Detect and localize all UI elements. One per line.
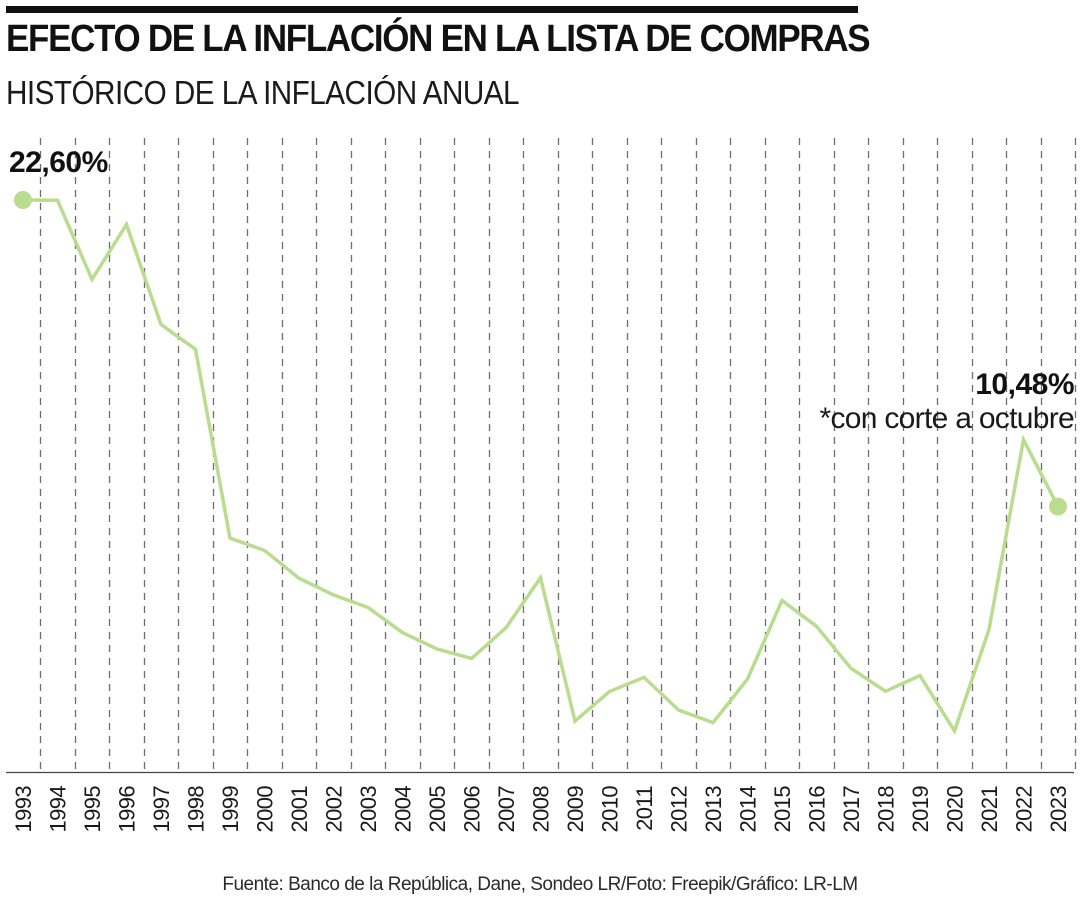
x-tick-label: 2016	[805, 786, 830, 833]
chart-subtitle: HISTÓRICO DE LA INFLACIÓN ANUAL	[6, 74, 520, 111]
x-tick-label: 2004	[391, 786, 416, 833]
x-tick-label: 2011	[632, 786, 657, 831]
x-tick-label: 2013	[701, 786, 726, 833]
x-tick-label: 1995	[80, 786, 105, 833]
x-tick-label: 1998	[184, 786, 209, 833]
last-value-note: *con corte a octubre	[820, 402, 1075, 435]
x-tick-label: 2007	[494, 786, 519, 833]
last-value-label: 10,48%	[975, 368, 1074, 401]
x-tick-label: 2000	[253, 786, 278, 833]
end-point-dot	[1049, 497, 1067, 516]
chart-title: EFECTO DE LA INFLACIÓN EN LA LISTA DE CO…	[6, 18, 871, 60]
first-value-label: 22,60%	[9, 146, 108, 179]
x-tick-label: 2001	[287, 786, 312, 833]
start-point-dot	[14, 191, 32, 209]
x-tick-label: 2005	[425, 786, 450, 833]
x-tick-label: 2018	[874, 786, 899, 833]
x-tick-label: 2008	[529, 786, 554, 833]
x-tick-label: 2020	[943, 786, 968, 833]
x-tick-label: 2012	[667, 786, 692, 833]
x-tick-label: 1999	[218, 786, 243, 833]
x-tick-label: 2023	[1046, 786, 1071, 833]
x-tick-label: 2010	[598, 786, 623, 833]
x-tick-label: 1996	[115, 786, 140, 833]
x-tick-label: 2003	[356, 786, 381, 833]
x-tick-label: 1997	[149, 786, 174, 833]
x-tick-label: 1994	[46, 786, 71, 833]
x-tick-label: 2009	[563, 786, 588, 833]
series-line	[21, 198, 1060, 736]
x-tick-label: 2015	[770, 786, 795, 833]
x-tick-label: 2022	[1012, 786, 1037, 833]
top-rule	[6, 6, 858, 13]
x-tick-label: 2002	[322, 786, 347, 833]
x-tick-label: 2017	[839, 786, 864, 833]
x-tick-label: 2014	[736, 786, 761, 833]
x-tick-label: 2006	[460, 786, 485, 833]
x-tick-label: 2021	[977, 786, 1002, 833]
x-tick-label: 2019	[908, 786, 933, 833]
x-tick-label: 1993	[11, 786, 36, 833]
source-note: Fuente: Banco de la República, Dane, Son…	[222, 874, 858, 895]
